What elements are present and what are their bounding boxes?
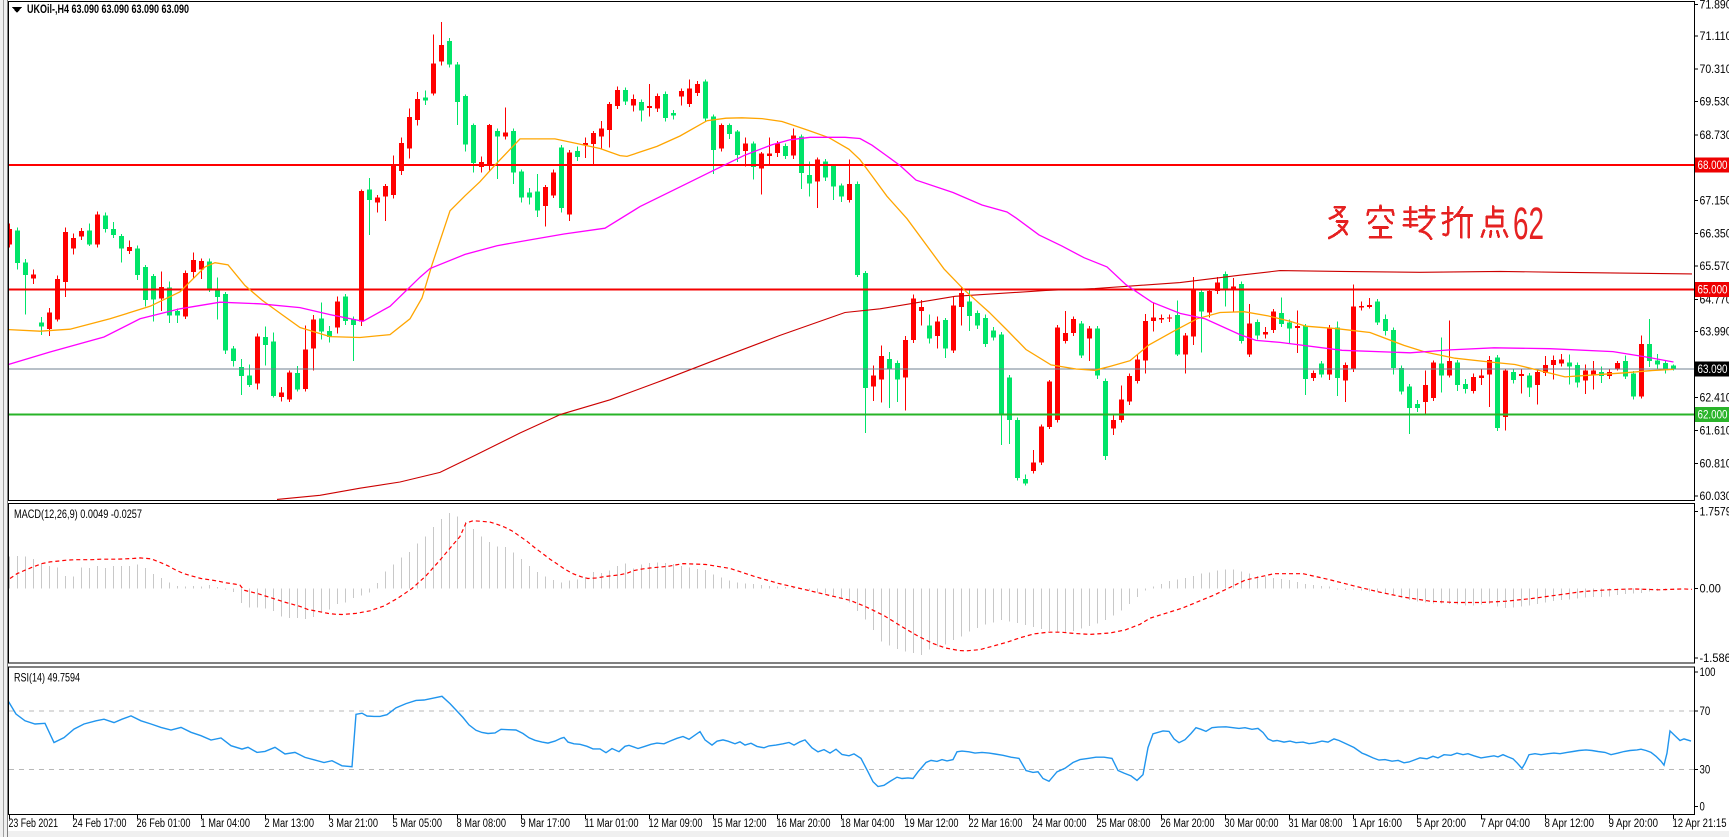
svg-text:70.310: 70.310 <box>1700 64 1729 76</box>
svg-text:69.530: 69.530 <box>1700 97 1729 109</box>
svg-text:62: 62 <box>1513 198 1544 249</box>
svg-text:25 Mar 08:00: 25 Mar 08:00 <box>1097 818 1151 830</box>
svg-text:30: 30 <box>1700 765 1711 777</box>
svg-text:5 Mar 05:00: 5 Mar 05:00 <box>393 818 443 830</box>
svg-text:5 Apr 20:00: 5 Apr 20:00 <box>1417 818 1467 830</box>
svg-text:65.570: 65.570 <box>1700 261 1729 273</box>
svg-text:8 Mar 08:00: 8 Mar 08:00 <box>457 818 507 830</box>
svg-text:16 Mar 20:00: 16 Mar 20:00 <box>777 818 831 830</box>
svg-text:60.810: 60.810 <box>1700 459 1729 471</box>
svg-text:26 Feb 01:00: 26 Feb 01:00 <box>137 818 191 830</box>
svg-text:0: 0 <box>1700 802 1705 814</box>
svg-text:7 Apr 04:00: 7 Apr 04:00 <box>1481 818 1531 830</box>
svg-text:68.730: 68.730 <box>1700 130 1729 142</box>
svg-text:22 Mar 16:00: 22 Mar 16:00 <box>969 818 1023 830</box>
svg-text:0.00: 0.00 <box>1700 584 1721 596</box>
svg-text:67.150: 67.150 <box>1700 195 1729 207</box>
svg-text:9 Mar 17:00: 9 Mar 17:00 <box>521 818 571 830</box>
svg-text:12 Mar 09:00: 12 Mar 09:00 <box>649 818 703 830</box>
svg-text:61.610: 61.610 <box>1700 426 1729 438</box>
svg-text:30 Mar 00:00: 30 Mar 00:00 <box>1225 818 1279 830</box>
svg-text:66.350: 66.350 <box>1700 229 1729 241</box>
svg-text:63.990: 63.990 <box>1700 327 1729 339</box>
svg-text:UKOil-,H4 63.090 63.090 63.09: UKOil-,H4 63.090 63.090 63.090 63.090 <box>27 2 189 16</box>
svg-text:-1.5867: -1.5867 <box>1700 653 1729 665</box>
svg-text:19 Mar 12:00: 19 Mar 12:00 <box>905 818 959 830</box>
svg-text:3 Mar 21:00: 3 Mar 21:00 <box>329 818 379 830</box>
svg-text:24 Mar 00:00: 24 Mar 00:00 <box>1033 818 1087 830</box>
svg-text:8 Apr 12:00: 8 Apr 12:00 <box>1545 818 1595 830</box>
svg-text:23 Feb 2021: 23 Feb 2021 <box>9 818 59 830</box>
svg-text:2 Mar 13:00: 2 Mar 13:00 <box>265 818 315 830</box>
svg-text:26 Mar 20:00: 26 Mar 20:00 <box>1161 818 1215 830</box>
svg-text:31 Mar 08:00: 31 Mar 08:00 <box>1289 818 1343 830</box>
svg-text:71.110: 71.110 <box>1700 31 1729 43</box>
svg-text:9 Apr 20:00: 9 Apr 20:00 <box>1609 818 1659 830</box>
svg-text:11 Mar 01:00: 11 Mar 01:00 <box>585 818 639 830</box>
svg-text:62.410: 62.410 <box>1700 392 1729 404</box>
svg-text:RSI(14) 49.7594: RSI(14) 49.7594 <box>14 671 80 685</box>
svg-text:1 Mar 04:00: 1 Mar 04:00 <box>201 818 251 830</box>
svg-text:15 Mar 12:00: 15 Mar 12:00 <box>713 818 767 830</box>
svg-text:1.7579: 1.7579 <box>1700 507 1729 519</box>
svg-text:64.770: 64.770 <box>1700 294 1729 306</box>
svg-text:12 Apr 21:15: 12 Apr 21:15 <box>1673 818 1727 830</box>
svg-text:1 Apr 16:00: 1 Apr 16:00 <box>1353 818 1403 830</box>
svg-text:71.890: 71.890 <box>1700 0 1729 12</box>
svg-text:68.000: 68.000 <box>1698 160 1728 172</box>
svg-text:100: 100 <box>1700 667 1716 679</box>
svg-text:MACD(12,26,9) 0.0049 -0.0257: MACD(12,26,9) 0.0049 -0.0257 <box>14 507 142 521</box>
svg-text:60.030: 60.030 <box>1700 491 1729 503</box>
svg-text:24 Feb 17:00: 24 Feb 17:00 <box>73 818 127 830</box>
svg-text:62.000: 62.000 <box>1698 409 1728 421</box>
svg-text:63.090: 63.090 <box>1698 364 1728 376</box>
svg-text:65.000: 65.000 <box>1698 285 1728 297</box>
svg-text:18 Mar 04:00: 18 Mar 04:00 <box>841 818 895 830</box>
svg-text:70: 70 <box>1700 706 1711 718</box>
